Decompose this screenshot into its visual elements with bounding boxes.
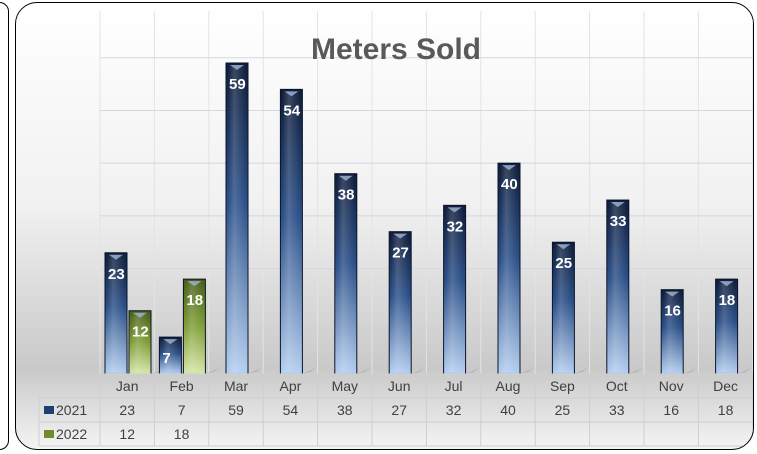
table-cell-2021-Jul: 32: [446, 402, 462, 418]
bar-cap: [502, 165, 516, 171]
bar-shadow: [465, 368, 480, 374]
table-cell-2021-Oct: 33: [609, 402, 625, 418]
x-tick-label: Nov: [659, 378, 684, 394]
data-label-2021-Dec: 18: [719, 292, 736, 309]
data-label-2021-Jun: 27: [392, 245, 409, 262]
bar-cap: [187, 281, 202, 287]
bar-cap: [338, 175, 353, 181]
x-tick-label: Aug: [496, 378, 521, 394]
bar-shine: [500, 165, 518, 372]
bar-shine: [336, 175, 355, 372]
data-label-2021-Aug: 40: [501, 176, 518, 193]
bar-cap: [447, 207, 462, 213]
bar-shine: [445, 207, 464, 372]
table-cell-2021-Apr: 54: [283, 402, 299, 418]
bar-cap: [133, 312, 147, 318]
bar-shine: [131, 312, 149, 372]
x-tick-label: Mar: [224, 378, 248, 394]
bar-shine: [282, 91, 301, 373]
bar-cap: [665, 291, 680, 297]
chart-title: Meters Sold: [311, 33, 481, 66]
adjacent-panel-edge: [0, 2, 9, 450]
table-cell-2021-Jan: 23: [119, 402, 135, 418]
bar-shine: [391, 233, 410, 372]
bar-shine: [161, 339, 180, 372]
bar-shine: [228, 65, 246, 372]
bar-shadow: [411, 368, 426, 374]
data-label-2021-May: 38: [338, 187, 355, 204]
x-tick-label: Jun: [388, 378, 411, 394]
bar-cap: [610, 202, 625, 208]
data-label-2021-Apr: 54: [283, 102, 300, 119]
bar-shadow: [574, 368, 589, 374]
bar-cap: [230, 65, 244, 70]
table-cell-2021-Aug: 40: [500, 402, 516, 418]
x-tick-label: Apr: [280, 378, 302, 394]
bar-shadow: [205, 368, 220, 374]
data-label-2021-Nov: 16: [664, 303, 681, 320]
x-tick-label: Dec: [713, 378, 738, 394]
x-tick-label: Oct: [606, 378, 628, 394]
bar-cap: [393, 233, 408, 239]
legend-label-2022: 2022: [56, 426, 87, 442]
table-cell-2021-Dec: 18: [718, 402, 734, 418]
bar-shadow: [520, 368, 534, 374]
bar-shine: [185, 281, 204, 372]
data-label-2021-Jul: 32: [447, 218, 464, 235]
bar-shine: [554, 244, 573, 372]
bar-shadow: [737, 368, 752, 374]
table-cell-2021-Sep: 25: [555, 402, 571, 418]
bar-shine: [663, 291, 682, 372]
bar-shine: [608, 202, 627, 372]
bar-cap: [719, 281, 734, 287]
bar-shadow: [683, 368, 698, 374]
bar-cap: [109, 254, 123, 260]
bar-shadow: [628, 368, 643, 374]
table-cell-2021-Feb: 7: [178, 402, 186, 418]
x-tick-label: Jul: [445, 378, 463, 394]
data-label-2021-Feb: 7: [162, 350, 170, 367]
x-tick-label: Sep: [550, 378, 575, 394]
x-tick-label: Feb: [170, 378, 194, 394]
data-label-2021-Jan: 23: [108, 266, 125, 283]
bar-cap: [284, 91, 299, 97]
legend-label-2021: 2021: [56, 402, 87, 418]
bar-shine: [717, 281, 736, 372]
bar-shadow: [356, 368, 371, 374]
bar-shine: [107, 254, 125, 372]
meters-sold-chart: Meters Sold 23 12 7 18 59 54 38 27 32 40 25 33 16 18 Ja…: [38, 11, 753, 447]
legend-key-2022: [44, 430, 54, 438]
table-cell-2021-May: 38: [337, 402, 353, 418]
data-label-2021-Oct: 33: [610, 213, 627, 230]
bar-shadow: [302, 368, 317, 374]
table-cell-2022-Jan: 12: [119, 426, 135, 442]
chart-frame: Meters Sold 23 12 7 18 59 54 38 27 32 40 25 33 16 18 Ja…: [15, 2, 754, 450]
table-cell-2022-Feb: 18: [174, 426, 190, 442]
data-label-2021-Mar: 59: [229, 76, 246, 93]
bar-shadow: [248, 368, 262, 374]
x-tick-label: Jan: [116, 378, 139, 394]
data-label-2021-Sep: 25: [555, 255, 572, 272]
table-cell-2021-Jun: 27: [391, 402, 407, 418]
x-tick-label: May: [332, 378, 358, 394]
bar-cap: [163, 339, 178, 345]
data-label-2022-Jan: 12: [132, 324, 149, 341]
legend-key-2021: [44, 406, 54, 414]
table-cell-2021-Mar: 59: [228, 402, 244, 418]
data-label-2022-Feb: 18: [186, 292, 203, 309]
table-cell-2021-Nov: 16: [663, 402, 679, 418]
bar-cap: [556, 244, 571, 250]
